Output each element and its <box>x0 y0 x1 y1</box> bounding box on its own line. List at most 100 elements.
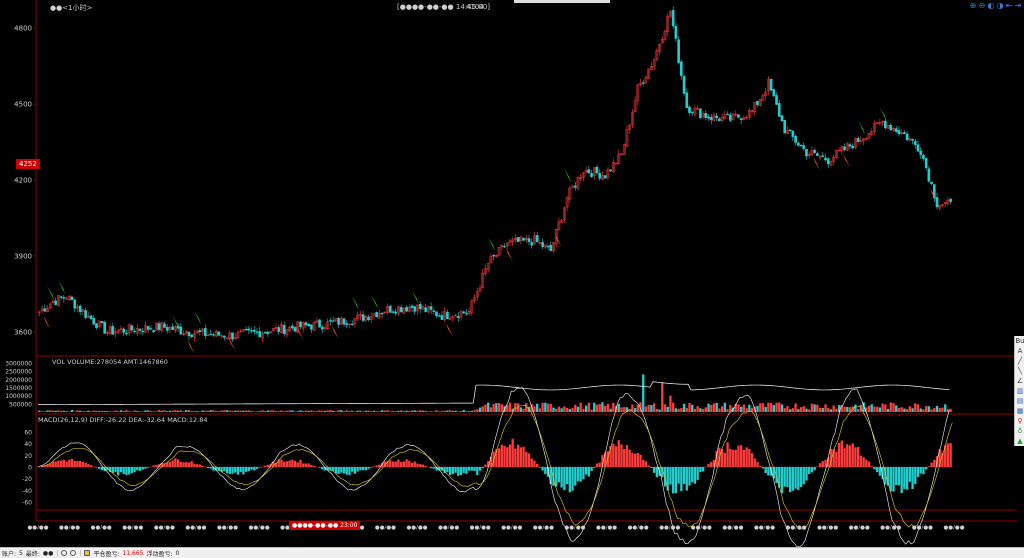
candle-body <box>59 296 63 298</box>
angle-tool-icon[interactable]: ∠ <box>1016 377 1024 385</box>
box-tool-icon[interactable]: ▦ <box>1016 407 1024 415</box>
macd-bar <box>944 445 947 467</box>
grid-tool-icon[interactable]: ▤ <box>1016 397 1024 405</box>
volume-bar <box>476 409 479 412</box>
macd-bar <box>402 461 406 467</box>
direction-label: 最终: <box>25 550 40 558</box>
candle-body <box>187 332 191 337</box>
candle-body <box>816 153 819 156</box>
macd-bar <box>182 462 185 467</box>
volume-bar <box>87 410 90 412</box>
macd-bar <box>856 446 860 467</box>
scroll-left-icon[interactable]: ⇤ <box>1005 1 1013 10</box>
volume-bar <box>356 410 359 412</box>
top-scroll-strip[interactable] <box>514 0 610 3</box>
macd-bar <box>84 462 87 467</box>
macd-bar <box>919 467 922 474</box>
volume-bar <box>924 406 928 412</box>
volume-bar <box>427 411 430 412</box>
current-price-tag: 4252 <box>16 159 40 169</box>
candle-body <box>612 162 615 172</box>
text-tool-icon[interactable]: A <box>1017 347 1023 355</box>
status-bar: 账户: 5 最终: ●● | | 平仓盈亏: 11,665 浮动盈亏: 0 <box>0 547 1024 558</box>
volume-bar <box>242 410 245 412</box>
volume-bar <box>552 407 555 412</box>
candle-body <box>813 150 816 153</box>
arrow-up-icon[interactable]: ▲ <box>1017 437 1023 445</box>
trade-icon[interactable] <box>84 550 91 556</box>
macd-bar <box>280 459 283 467</box>
candle-body <box>652 59 656 68</box>
candle-body <box>84 310 87 318</box>
macd-bar <box>62 460 66 467</box>
ray-tool-icon[interactable]: ╲ <box>1017 367 1023 375</box>
macd-bar <box>818 463 822 467</box>
settings-icon[interactable] <box>70 550 77 556</box>
volume-bar <box>584 405 588 412</box>
macd-bar <box>584 467 588 475</box>
volume-bar <box>658 409 661 412</box>
candle-body <box>476 291 479 297</box>
contrast-left-icon[interactable]: ◐ <box>987 1 995 10</box>
price-tick-label: 4500 <box>14 101 32 109</box>
macd-bar <box>601 455 604 467</box>
candle-body <box>364 315 368 321</box>
candle-body <box>48 303 52 308</box>
candle-body <box>418 304 422 309</box>
macd-bar <box>337 467 340 474</box>
volume-bar <box>285 410 289 412</box>
x-axis-label: ●●/●● <box>27 525 48 531</box>
zoom-out-icon[interactable]: ⊖ <box>978 1 986 10</box>
account-value[interactable]: 5 <box>19 549 23 557</box>
macd-bar <box>247 467 250 472</box>
volume-bar <box>280 410 283 412</box>
macd-bar <box>438 467 441 471</box>
candle-body <box>946 199 950 204</box>
candle-body <box>116 329 120 333</box>
candle-body <box>810 150 814 155</box>
volume-bar <box>652 403 656 412</box>
line-tool-icon[interactable]: ╱ <box>1017 357 1023 365</box>
macd-bar <box>144 467 147 469</box>
volume-bar <box>68 411 71 412</box>
period-label[interactable]: ●●<1小时> <box>50 4 93 12</box>
contrast-right-icon[interactable]: ◑ <box>996 1 1004 10</box>
candle-body <box>927 168 931 182</box>
bar-tool-icon[interactable]: ▥ <box>1016 387 1024 395</box>
candle-body <box>941 204 944 206</box>
macd-tick-label: -20 <box>22 476 32 483</box>
zoom-in-icon[interactable]: ⊕ <box>969 1 977 10</box>
macd-bar <box>636 452 639 467</box>
marker-red-icon[interactable]: ♀ <box>1017 417 1023 425</box>
volume-bar <box>223 410 226 412</box>
macd-bar <box>620 444 623 467</box>
macd-bar <box>234 467 237 473</box>
volume-bar <box>623 407 626 412</box>
candle-body <box>38 311 41 313</box>
marker-green-icon[interactable]: ♁ <box>1017 427 1023 435</box>
candle-body <box>250 330 253 332</box>
macd-bar <box>609 446 612 467</box>
candle-body <box>160 322 164 331</box>
direction-value[interactable]: ●● <box>42 549 54 557</box>
macd-bar <box>89 465 93 467</box>
volume-bar <box>206 410 210 412</box>
candle-body <box>67 295 71 300</box>
scroll-right-icon[interactable]: ⇥ <box>1014 1 1022 10</box>
volume-bar <box>949 408 952 412</box>
candle-body <box>791 130 795 138</box>
volume-bar <box>318 410 321 412</box>
volume-bar <box>329 410 332 412</box>
macd-bar <box>895 467 898 486</box>
macd-bar <box>318 467 321 468</box>
refresh-icon[interactable] <box>61 550 68 556</box>
macd-bar <box>614 446 618 467</box>
volume-bar <box>582 408 585 412</box>
macd-bar <box>914 467 917 484</box>
toolbar-buy-icon[interactable]: Bu <box>1015 337 1024 345</box>
candle-body <box>598 172 602 179</box>
macd-bar <box>867 461 871 467</box>
volume-bar <box>239 410 242 412</box>
